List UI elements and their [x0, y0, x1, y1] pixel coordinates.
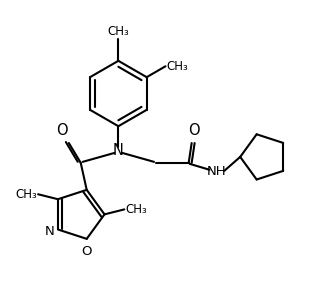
Text: N: N	[45, 225, 55, 238]
Text: CH₃: CH₃	[166, 60, 188, 73]
Text: O: O	[56, 123, 68, 138]
Text: O: O	[81, 245, 92, 258]
Text: O: O	[188, 123, 199, 138]
Text: N: N	[113, 144, 124, 159]
Text: CH₃: CH₃	[125, 203, 147, 216]
Text: CH₃: CH₃	[15, 188, 37, 201]
Text: NH: NH	[207, 165, 226, 178]
Text: CH₃: CH₃	[107, 25, 129, 38]
